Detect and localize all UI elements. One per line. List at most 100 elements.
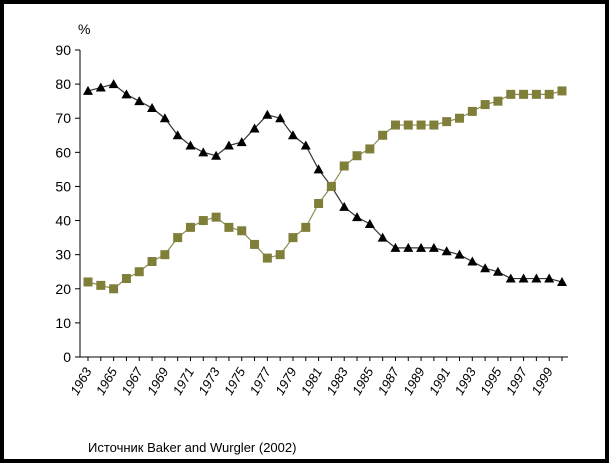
y-tick-label: 80 [55, 76, 71, 92]
square-marker [467, 106, 477, 116]
triangle-marker [172, 130, 183, 140]
square-marker [442, 117, 452, 127]
triangle-marker [467, 256, 478, 266]
y-tick-label: 60 [55, 144, 71, 160]
triangle-marker [403, 242, 414, 252]
square-marker [275, 250, 285, 260]
x-tick-label: 1979 [272, 365, 299, 398]
square-marker [147, 256, 157, 266]
series-line [87, 83, 563, 283]
square-marker [455, 113, 465, 123]
square-marker [185, 222, 195, 232]
square-marker [224, 222, 234, 232]
triangle-marker [121, 89, 132, 99]
square-marker [173, 233, 183, 243]
triangle-marker [518, 273, 529, 283]
triangle-marker [275, 113, 286, 123]
square-marker [134, 267, 144, 277]
square-marker [83, 277, 93, 287]
square-marker [519, 89, 529, 99]
x-tick-label: 1963 [67, 364, 95, 397]
y-tick-label: 0 [63, 349, 71, 365]
triangle-marker [544, 273, 555, 283]
triangle-marker [236, 137, 247, 147]
triangle-marker [185, 140, 196, 150]
square-marker [403, 120, 413, 130]
square-marker [237, 226, 247, 236]
triangle-marker [198, 147, 209, 157]
x-tick-label: 1997 [503, 364, 531, 397]
triangle-marker [211, 150, 222, 160]
x-tick-label: 1969 [144, 365, 171, 398]
square-marker [480, 100, 490, 110]
square-marker [121, 274, 131, 284]
x-tick-label: 1977 [246, 364, 274, 397]
y-tick-label: 30 [55, 247, 71, 263]
triangle-marker [83, 85, 93, 95]
y-tick-label: 90 [55, 42, 71, 58]
triangle-marker [352, 212, 363, 222]
triangle-marker [134, 96, 145, 106]
y-tick-label: 70 [55, 110, 71, 126]
x-tick-label: 1993 [451, 364, 479, 397]
square-marker [109, 284, 119, 294]
triangle-marker [531, 273, 542, 283]
y-tick-label: 50 [55, 178, 71, 194]
x-tick-label: 1965 [93, 364, 121, 397]
square-marker [160, 250, 170, 260]
triangle-marker [223, 140, 234, 150]
square-marker [288, 233, 298, 243]
x-tick-label: 1999 [528, 365, 555, 398]
square-marker [429, 120, 439, 130]
source-note: Источник Baker and Wurgler (2002) [88, 440, 296, 455]
square-marker [262, 253, 272, 263]
triangle-marker [108, 79, 119, 89]
square-marker [326, 181, 336, 191]
y-tick-label: 40 [55, 213, 71, 229]
square-marker [531, 89, 541, 99]
x-tick-label: 1971 [170, 365, 197, 398]
triangle-marker [147, 102, 158, 112]
triangle-marker [480, 263, 491, 273]
triangle-marker [428, 242, 439, 252]
triangle-marker [390, 242, 401, 252]
triangle-marker [364, 218, 375, 228]
x-tick-label: 1995 [477, 364, 505, 397]
x-tick-label: 1989 [400, 365, 427, 398]
x-tick-label: 1987 [375, 364, 403, 397]
square-marker [493, 96, 503, 106]
square-marker [544, 89, 554, 99]
square-marker [365, 144, 375, 154]
triangle-marker [339, 201, 350, 211]
triangle-marker [557, 276, 567, 286]
square-marker [301, 222, 311, 232]
triangle-marker [377, 232, 388, 242]
x-tick-label: 1981 [298, 365, 325, 398]
square-marker [352, 151, 362, 161]
x-tick-label: 1985 [349, 364, 377, 397]
triangle-marker [159, 113, 170, 123]
triangle-marker [95, 82, 106, 92]
x-tick-label: 1975 [221, 364, 249, 397]
square-marker [506, 89, 516, 99]
triangle-marker [416, 242, 427, 252]
square-marker [557, 86, 567, 96]
x-tick-label: 1983 [323, 364, 351, 397]
y-tick-label: 10 [55, 315, 71, 331]
square-marker [390, 120, 400, 130]
square-marker [250, 239, 260, 249]
square-marker [211, 212, 221, 222]
triangle-marker [300, 140, 311, 150]
triangle-marker [441, 246, 452, 256]
triangle-marker [287, 130, 298, 140]
triangle-marker [505, 273, 516, 283]
triangle-marker [454, 249, 465, 259]
triangle-marker [492, 266, 503, 276]
square-marker [96, 280, 106, 290]
square-marker [314, 199, 324, 208]
triangle-marker [262, 109, 273, 119]
triangle-marker [249, 123, 260, 133]
